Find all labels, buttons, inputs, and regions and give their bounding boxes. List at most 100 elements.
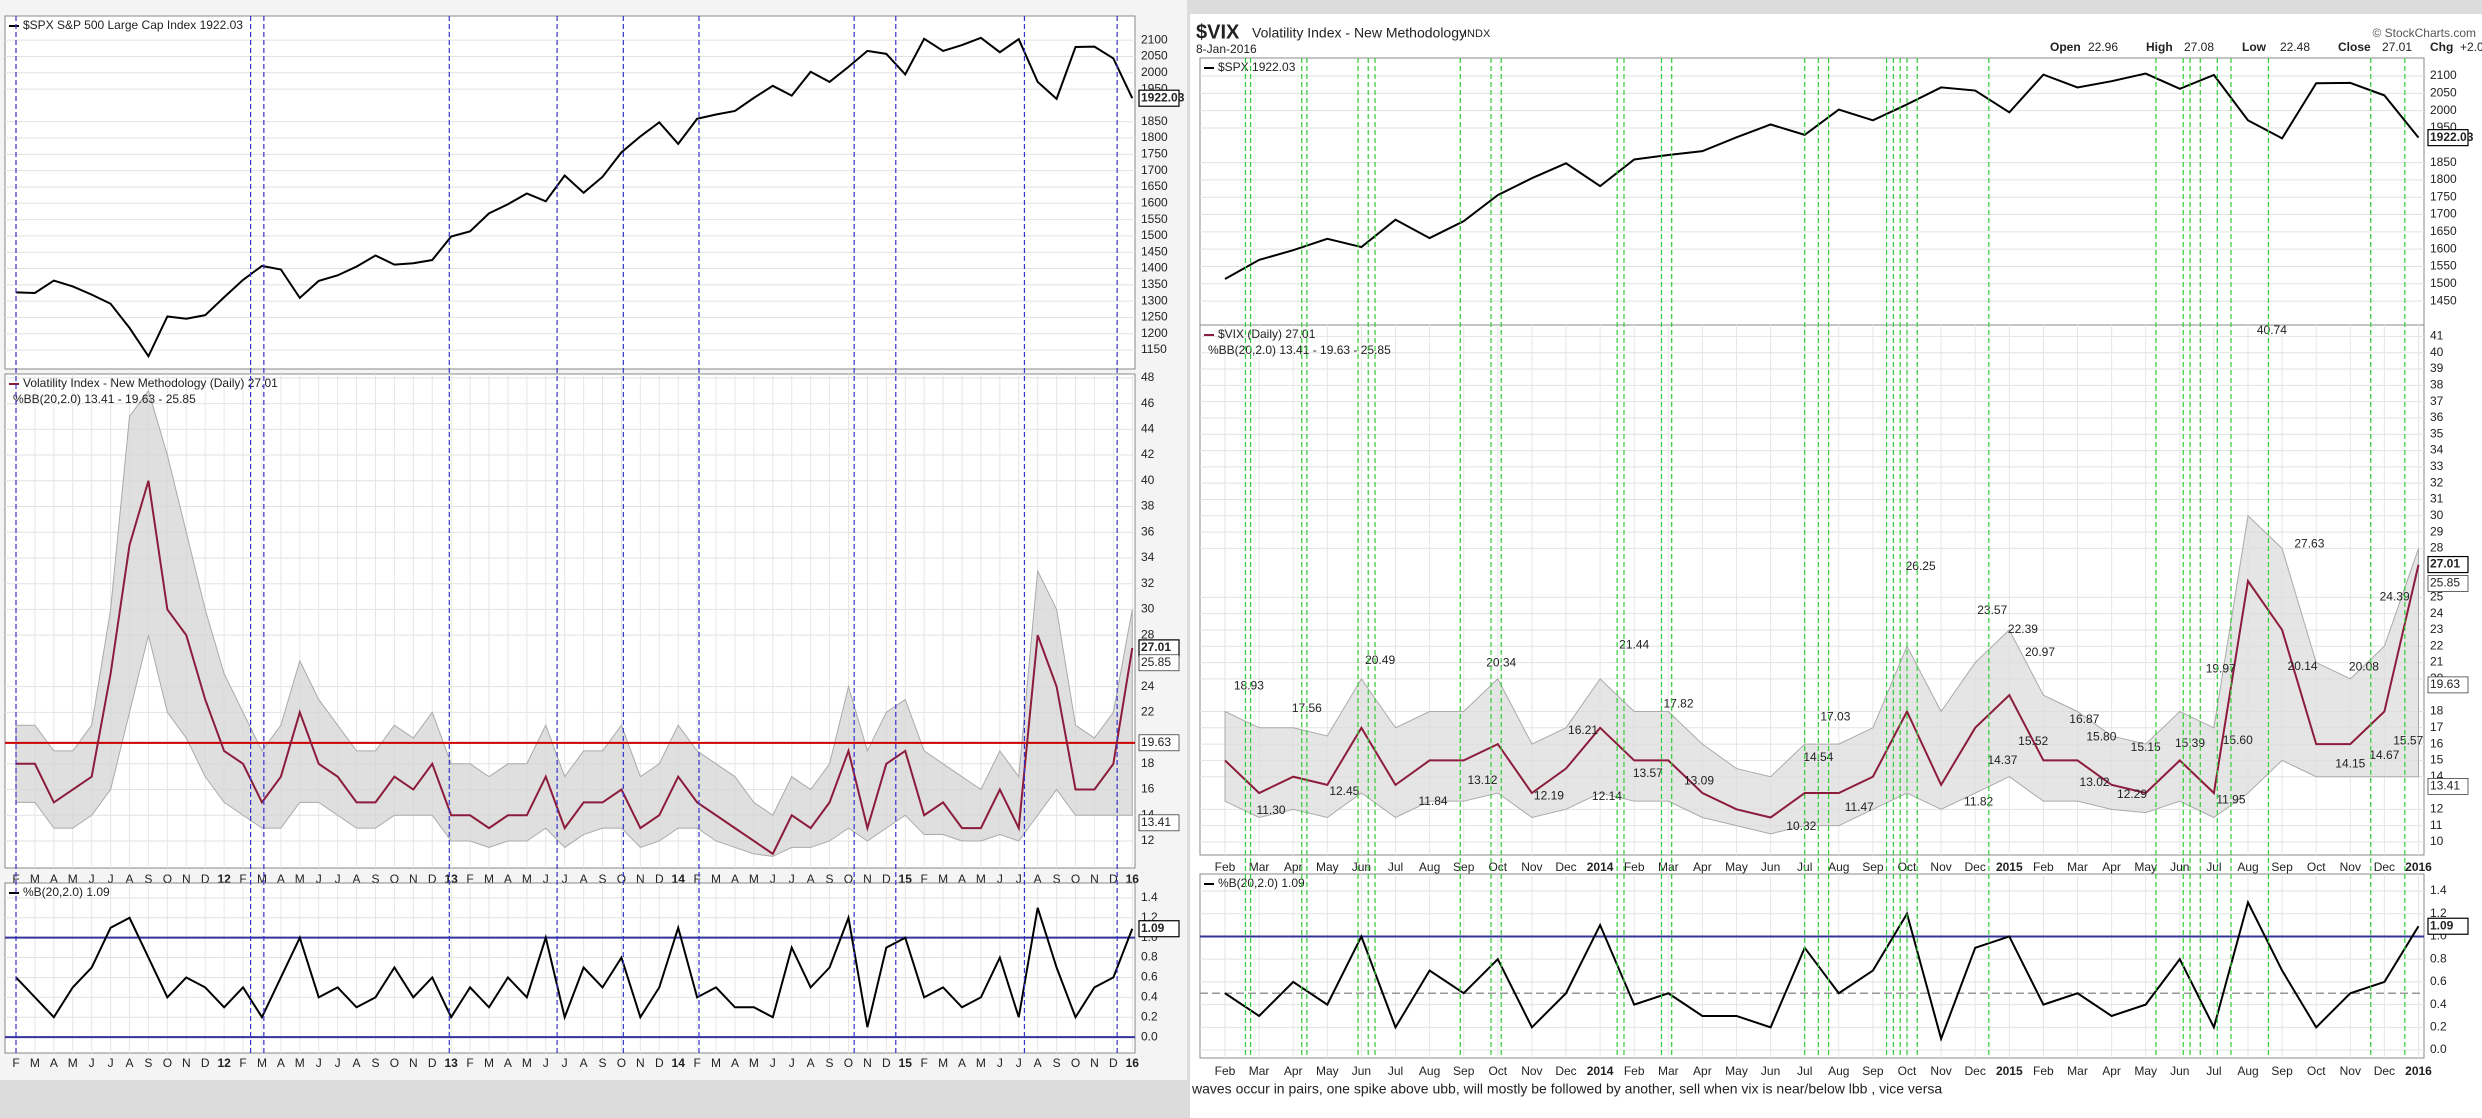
data-label: 18.93 (1234, 678, 1264, 692)
x-tick-label: Dec (1555, 860, 1576, 874)
y-tick-label: 0.6 (1141, 970, 1158, 984)
y-tick-label: 2000 (2430, 103, 2457, 117)
y-tick-label: 0.8 (2430, 951, 2447, 965)
y-tick-label: 1200 (1141, 326, 1168, 340)
series-line (1224, 564, 2420, 819)
data-label: 15.15 (2131, 740, 2161, 754)
y-tick-label: 1700 (2430, 207, 2457, 221)
y-tick-label: 1500 (1141, 228, 1168, 242)
series-line (15, 907, 1134, 1028)
x-tick-label: May (2134, 1064, 2157, 1078)
data-label: 11.95 (2216, 792, 2245, 806)
data-label: 11.84 (1418, 794, 1447, 808)
data-label: 15.52 (2018, 734, 2048, 748)
x-tick-label: A (580, 1056, 588, 1070)
last-value-label: 27.01 (2430, 557, 2460, 571)
last-value-box (2427, 778, 2469, 795)
series-line (1224, 72, 2420, 280)
x-tick-label: J (1016, 1056, 1022, 1070)
x-tick-label: Sep (1453, 860, 1475, 874)
x-tick-label: A (958, 1056, 966, 1070)
last-value-label: 19.63 (2430, 677, 2460, 691)
y-tick-label: 16 (2430, 736, 2444, 750)
x-tick-label: M (30, 1056, 40, 1070)
x-tick-label: N (182, 872, 191, 886)
y-tick-label: 1750 (2430, 189, 2457, 203)
x-tick-label: S (599, 872, 607, 886)
y-tick-label: 28 (2430, 541, 2444, 555)
y-tick-label: 1800 (1141, 130, 1168, 144)
x-tick-label: S (599, 1056, 607, 1070)
x-tick-label: Feb (1624, 860, 1645, 874)
x-tick-label: M (711, 872, 721, 886)
y-tick-label: 1650 (1141, 179, 1168, 193)
y-tick-label: 48 (1141, 370, 1155, 384)
x-tick-label: Sep (2271, 1064, 2293, 1078)
x-tick-label: F (239, 872, 246, 886)
y-tick-label: 18 (1141, 756, 1155, 770)
data-label: 22.39 (2008, 622, 2038, 636)
y-tick-label: 40 (1141, 473, 1155, 487)
last-value-label: 1922.03 (2430, 130, 2474, 144)
x-tick-label: Apr (1693, 860, 1712, 874)
x-tick-label: Dec (2374, 860, 2395, 874)
x-tick-label: Feb (1624, 1064, 1645, 1078)
legend-entry: Volatility Index - New Methodology (Dail… (23, 376, 278, 390)
x-tick-label: A (353, 872, 361, 886)
last-value-box (1138, 734, 1180, 752)
data-label: 40.74 (2257, 323, 2287, 337)
x-tick-label: F (466, 1056, 473, 1070)
x-tick-label: 2015 (1996, 1064, 2023, 1078)
data-label: 15.80 (2086, 730, 2116, 744)
x-tick-label: Nov (2340, 860, 2361, 874)
y-tick-label: 32 (2430, 475, 2444, 489)
y-tick-label: 38 (2430, 378, 2444, 392)
y-tick-label: 2100 (2430, 68, 2457, 82)
x-tick-label: S (371, 1056, 379, 1070)
data-label: 17.82 (1664, 697, 1694, 711)
x-tick-label: F (693, 872, 700, 886)
y-tick-label: 12 (2430, 802, 2444, 816)
data-label: 10.32 (1786, 819, 1816, 833)
x-tick-label: F (693, 1056, 700, 1070)
x-tick-label: Oct (2307, 1064, 2326, 1078)
x-tick-label: 2016 (2405, 860, 2432, 874)
band-label: %BB(20,2.0) 13.41 - 19.63 - 25.85 (1208, 343, 1391, 357)
x-tick-label: Mar (2067, 860, 2088, 874)
x-tick-label: A (807, 1056, 815, 1070)
x-tick-label: F (466, 872, 473, 886)
x-tick-label: Apr (2102, 1064, 2121, 1078)
x-tick-label: O (844, 872, 853, 886)
last-value-label: 13.41 (1141, 815, 1171, 829)
y-tick-label: 34 (2430, 443, 2444, 457)
x-tick-label: Mar (1249, 1064, 1270, 1078)
y-tick-label: 18 (2430, 704, 2444, 718)
last-value-box (1138, 814, 1180, 832)
series-line (15, 36, 1134, 359)
x-tick-label: Aug (2237, 1064, 2258, 1078)
y-tick-label: 2000 (1141, 65, 1168, 79)
data-label: 16.21 (1568, 723, 1598, 737)
x-tick-label: N (636, 1056, 645, 1070)
x-tick-label: M (938, 872, 948, 886)
x-tick-label: J (335, 872, 341, 886)
y-tick-label: 1850 (2430, 155, 2457, 169)
x-tick-label: Mar (1658, 1064, 1679, 1078)
x-tick-label: S (371, 872, 379, 886)
x-tick-label: May (1316, 1064, 1339, 1078)
x-tick-label: M (484, 1056, 494, 1070)
x-tick-label: M (295, 1056, 305, 1070)
x-tick-label: Jun (1352, 1064, 1371, 1078)
ohlc-name: High (2146, 40, 2173, 54)
x-tick-label: 15 (899, 1056, 913, 1070)
y-tick-label: 1550 (2430, 259, 2457, 273)
x-tick-label: J (543, 872, 549, 886)
x-tick-label: Nov (1930, 860, 1951, 874)
y-tick-label: 29 (2430, 524, 2444, 538)
data-label: 20.49 (1365, 653, 1395, 667)
x-tick-label: Aug (1419, 1064, 1440, 1078)
last-value-label: 1922.03 (1141, 90, 1185, 104)
x-tick-label: N (636, 872, 645, 886)
y-tick-label: 30 (2430, 508, 2444, 522)
